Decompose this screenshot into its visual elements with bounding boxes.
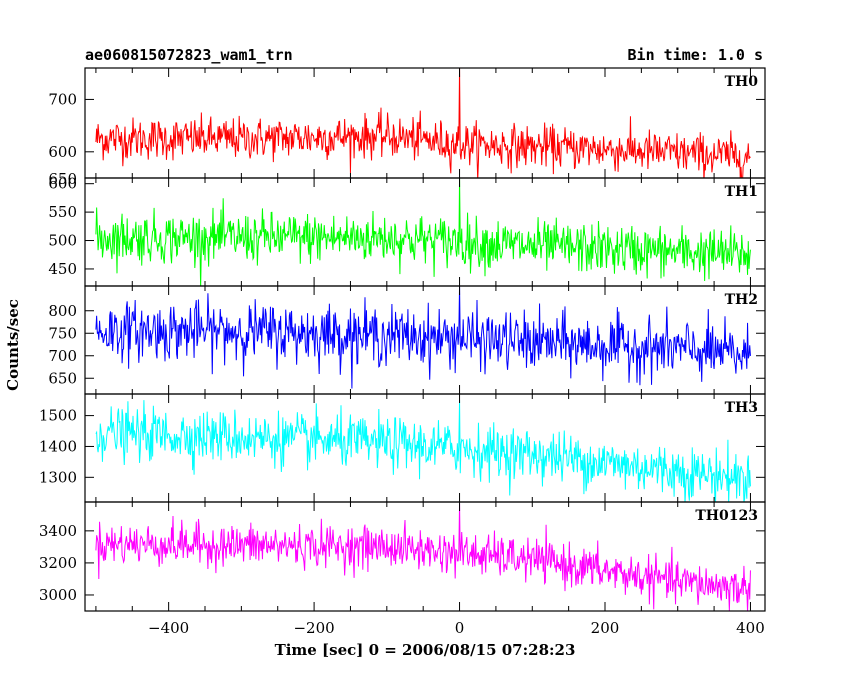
panel-frame-th0123 bbox=[84, 501, 766, 612]
y-tick-label: 3200 bbox=[39, 554, 77, 572]
series-line-th0 bbox=[95, 68, 751, 178]
y-tick-label: 550 bbox=[48, 203, 77, 221]
y-tick-label: 700 bbox=[48, 347, 77, 365]
y-tick-label: 1400 bbox=[39, 437, 77, 455]
panel-label-th0: TH0 bbox=[725, 74, 759, 90]
chart-title: ae060815072823_wam1_trn bbox=[85, 46, 293, 64]
panel-label-th3: TH3 bbox=[725, 400, 758, 416]
y-tick-label: 3000 bbox=[39, 586, 77, 604]
x-tick-label: 200 bbox=[591, 619, 620, 637]
y-tick-label: 450 bbox=[48, 260, 77, 278]
y-tick-label: 700 bbox=[48, 90, 77, 108]
series-line-th2 bbox=[95, 286, 751, 389]
y-axis-label: Counts/sec bbox=[4, 299, 22, 391]
y-tick-label: 600 bbox=[48, 175, 77, 193]
panel-frame-th0 bbox=[84, 67, 766, 179]
x-tick-label: −200 bbox=[293, 619, 334, 637]
panels-group: 600 700 650 TH0 450 500 550 600 TH1 650 700 750 800 T… bbox=[39, 67, 766, 637]
y-tick-label: 1300 bbox=[39, 468, 77, 486]
series-line-th0123 bbox=[95, 503, 751, 611]
y-tick-label: 500 bbox=[48, 232, 77, 250]
y-tick-label: 600 bbox=[48, 143, 77, 161]
panel-label-th2: TH2 bbox=[725, 292, 758, 308]
panel-label-th0123: TH0123 bbox=[695, 508, 758, 524]
y-tick-label: 3400 bbox=[39, 522, 77, 540]
y-tick-label: 800 bbox=[48, 302, 77, 320]
x-tick-label: 0 bbox=[455, 619, 465, 637]
y-tick-label: 750 bbox=[48, 324, 77, 342]
x-axis-label: Time [sec] 0 = 2006/08/15 07:28:23 bbox=[275, 641, 576, 659]
x-tick-label: −400 bbox=[148, 619, 189, 637]
y-tick-label: 650 bbox=[48, 369, 77, 387]
bin-time-label: Bin time: 1.0 s bbox=[628, 46, 763, 64]
y-tick-label: 650 bbox=[48, 170, 77, 188]
x-tick-label: 400 bbox=[736, 619, 765, 637]
panel-label-th1: TH1 bbox=[725, 184, 758, 200]
series-line-th1 bbox=[95, 178, 751, 286]
y-tick-label: 1500 bbox=[39, 407, 77, 425]
series-line-th3 bbox=[95, 400, 751, 502]
